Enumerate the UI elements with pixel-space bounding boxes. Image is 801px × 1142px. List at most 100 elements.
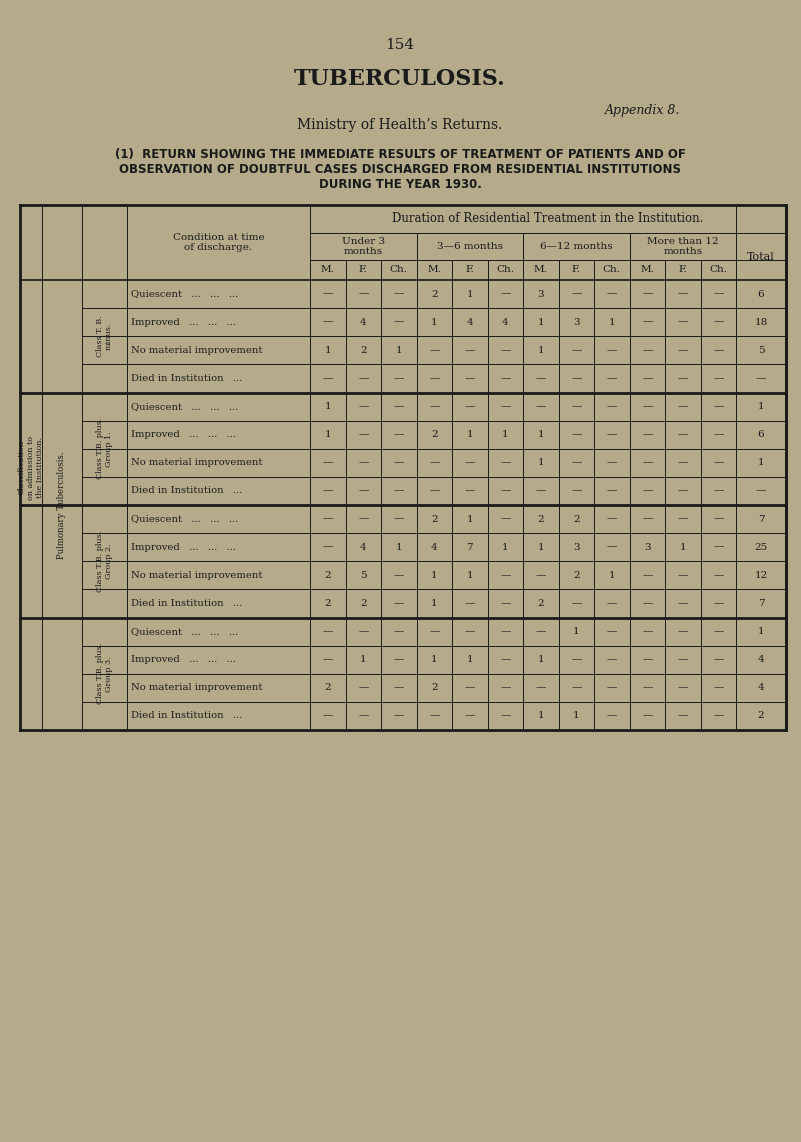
Text: M.: M. [640, 265, 654, 274]
Text: M.: M. [427, 265, 441, 274]
Text: Died in Institution   ...: Died in Institution ... [131, 373, 243, 383]
Text: —: — [465, 346, 475, 355]
Text: —: — [642, 402, 653, 411]
Text: —: — [678, 317, 688, 327]
Text: F.: F. [572, 265, 581, 274]
Text: 1: 1 [537, 711, 544, 721]
Text: 2: 2 [324, 571, 331, 580]
Text: —: — [323, 486, 333, 496]
Text: 2: 2 [573, 571, 580, 580]
Text: 1: 1 [537, 458, 544, 467]
Text: 12: 12 [755, 571, 767, 580]
Text: Ch.: Ch. [497, 265, 514, 274]
Text: —: — [678, 598, 688, 608]
Text: —: — [756, 486, 767, 496]
Text: —: — [713, 486, 723, 496]
Text: —: — [571, 431, 582, 440]
Text: —: — [358, 290, 368, 298]
Text: 4: 4 [758, 656, 764, 665]
Text: 1: 1 [758, 402, 764, 411]
Text: OBSERVATION OF DOUBTFUL CASES DISCHARGED FROM RESIDENTIAL INSTITUTIONS: OBSERVATION OF DOUBTFUL CASES DISCHARGED… [119, 163, 681, 176]
Text: —: — [500, 515, 510, 523]
Text: —: — [393, 571, 404, 580]
Text: 1: 1 [396, 542, 402, 552]
Text: —: — [678, 571, 688, 580]
Text: Died in Institution   ...: Died in Institution ... [131, 486, 243, 496]
Text: —: — [323, 656, 333, 665]
Text: —: — [678, 515, 688, 523]
Text: —: — [571, 458, 582, 467]
Text: Improved   ...   ...   ...: Improved ... ... ... [131, 656, 236, 665]
Text: —: — [713, 317, 723, 327]
Text: Total: Total [747, 251, 775, 262]
Text: 1: 1 [537, 346, 544, 355]
Text: —: — [465, 458, 475, 467]
Text: —: — [571, 402, 582, 411]
Text: —: — [678, 486, 688, 496]
Text: Class T. B.
minus.: Class T. B. minus. [96, 315, 113, 357]
Text: More than 12
months: More than 12 months [647, 236, 718, 256]
Text: —: — [465, 711, 475, 721]
Text: 1: 1 [431, 317, 437, 327]
Text: —: — [358, 402, 368, 411]
Text: —: — [393, 683, 404, 692]
Text: 1: 1 [324, 431, 331, 440]
Text: —: — [713, 402, 723, 411]
Text: —: — [606, 656, 617, 665]
Text: Pulmonary Tuberculosis.: Pulmonary Tuberculosis. [58, 451, 66, 558]
Text: 2: 2 [431, 515, 437, 523]
Text: —: — [500, 627, 510, 636]
Text: 6—12 months: 6—12 months [540, 242, 613, 251]
Text: 1: 1 [537, 542, 544, 552]
Text: 5: 5 [758, 346, 764, 355]
Text: —: — [571, 656, 582, 665]
Text: —: — [500, 711, 510, 721]
Text: —: — [323, 458, 333, 467]
Text: 1: 1 [431, 598, 437, 608]
Text: 2: 2 [431, 683, 437, 692]
Text: —: — [500, 402, 510, 411]
Text: 1: 1 [609, 317, 615, 327]
Text: —: — [536, 571, 546, 580]
Text: 1: 1 [679, 542, 686, 552]
Text: —: — [500, 598, 510, 608]
Text: —: — [323, 515, 333, 523]
Text: No material improvement: No material improvement [131, 346, 263, 355]
Text: —: — [358, 683, 368, 692]
Text: —: — [393, 431, 404, 440]
Text: —: — [678, 711, 688, 721]
Text: —: — [606, 683, 617, 692]
Text: —: — [642, 571, 653, 580]
Text: —: — [429, 486, 440, 496]
Text: —: — [393, 317, 404, 327]
Text: 1: 1 [573, 711, 580, 721]
Text: —: — [642, 373, 653, 383]
Text: —: — [571, 290, 582, 298]
Text: Ch.: Ch. [390, 265, 408, 274]
Text: 1: 1 [466, 571, 473, 580]
Text: —: — [571, 346, 582, 355]
Text: —: — [642, 711, 653, 721]
Text: M.: M. [533, 265, 548, 274]
Text: 1: 1 [324, 402, 331, 411]
Text: 4: 4 [502, 317, 509, 327]
Text: —: — [713, 346, 723, 355]
Text: —: — [606, 346, 617, 355]
Text: 4: 4 [360, 542, 367, 552]
Text: —: — [465, 373, 475, 383]
Text: —: — [713, 373, 723, 383]
Text: No material improvement: No material improvement [131, 458, 263, 467]
Text: Duration of Residential Treatment in the Institution.: Duration of Residential Treatment in the… [392, 212, 704, 225]
Text: —: — [713, 542, 723, 552]
Text: —: — [606, 290, 617, 298]
Text: —: — [358, 711, 368, 721]
Text: —: — [571, 683, 582, 692]
Text: 1: 1 [466, 431, 473, 440]
Text: —: — [606, 542, 617, 552]
Text: 3: 3 [537, 290, 544, 298]
Text: —: — [606, 598, 617, 608]
Text: 2: 2 [431, 431, 437, 440]
Text: —: — [606, 431, 617, 440]
Text: 3: 3 [573, 317, 580, 327]
Text: —: — [393, 656, 404, 665]
